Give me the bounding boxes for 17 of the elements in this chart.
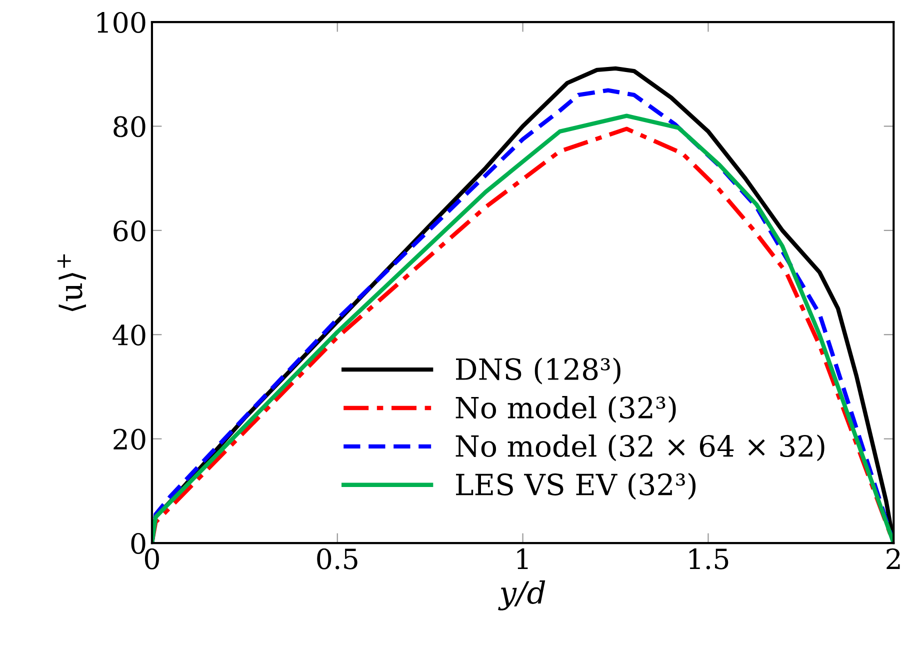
x-tick-label: 0.5 — [317, 548, 358, 570]
legend-label: DNS (128³) — [456, 358, 620, 384]
x-axis-title: y/d — [498, 580, 546, 610]
x-tick-label: 0 — [144, 548, 159, 570]
legend-label: No model (32³) — [456, 396, 676, 423]
y-tick-label: 60 — [114, 220, 146, 242]
x-tick-label: 2 — [886, 548, 900, 569]
y-tick-label: 0 — [131, 532, 146, 554]
y-tick-label: 20 — [114, 428, 146, 450]
y-tick-label: 40 — [112, 324, 146, 346]
legend-label: LES VS EV (32³) — [456, 472, 696, 500]
legend-label: No model (32 × 64 × 32) — [456, 434, 824, 462]
x-tick-label: 1.5 — [690, 548, 728, 570]
y-axis-title: ⟨u⟩$^{+}$ — [57, 254, 86, 312]
x-tick-label: 1 — [517, 548, 528, 569]
y-tick-label: 100 — [97, 12, 146, 33]
y-tick-label: 80 — [114, 116, 146, 138]
